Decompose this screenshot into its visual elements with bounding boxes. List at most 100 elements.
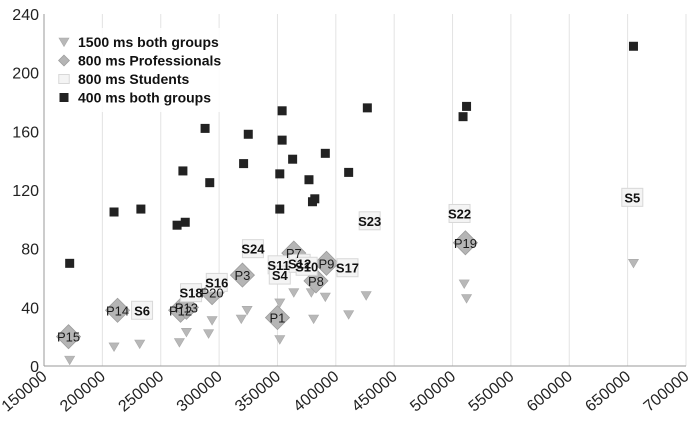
point-label: P3 (234, 268, 250, 283)
marker-square-open (131, 300, 154, 320)
point-label: S22 (448, 206, 471, 221)
y-tick-label: 0 (30, 359, 39, 376)
point-label: P12 (169, 303, 192, 318)
point-label: P13 (175, 300, 198, 315)
y-tick-label: 40 (21, 300, 39, 317)
marker-triangle (360, 291, 372, 301)
point-label: S23 (358, 214, 381, 229)
marker-square-filled (628, 41, 638, 51)
marker-diamond (452, 230, 478, 256)
marker-square-open (268, 265, 291, 285)
point-label: S17 (336, 261, 359, 276)
x-tick-label: 450000 (349, 368, 401, 415)
marker-square-open (358, 211, 381, 231)
marker-triangle (134, 339, 146, 350)
legend-label: 800 ms Students (78, 71, 189, 87)
point-label: S6 (134, 303, 150, 318)
marker-diamond (55, 324, 82, 350)
x-tick-label: 350000 (232, 368, 284, 415)
marker-square-filled (310, 194, 320, 204)
point-label: S10 (295, 259, 318, 274)
x-tick-label: 400000 (291, 368, 343, 415)
point-label: S5 (624, 190, 640, 205)
x-tick-label: 650000 (582, 368, 634, 415)
marker-square-open (205, 272, 228, 292)
marker-square-filled (458, 112, 468, 122)
marker-triangle (461, 294, 473, 304)
x-tick-label: 200000 (57, 368, 109, 415)
marker-triangle (288, 288, 300, 298)
marker-square-filled (275, 169, 285, 179)
point-label: S11 (267, 258, 289, 273)
marker-diamond (229, 262, 256, 288)
marker-square-filled (136, 204, 146, 214)
marker-triangle (274, 335, 286, 345)
marker-square-filled (320, 148, 330, 158)
marker-square-filled (275, 204, 285, 214)
marker-triangle (173, 338, 185, 348)
point-label: P15 (57, 330, 80, 345)
marker-square-open (241, 239, 264, 259)
marker-square-open (180, 283, 203, 303)
y-tick-label: 200 (12, 66, 39, 83)
legend-label: 1500 ms both groups (78, 34, 219, 50)
marker-triangle (458, 279, 470, 289)
marker-square-filled (172, 220, 182, 230)
y-tick-label: 120 (12, 183, 39, 200)
marker-square-open (295, 256, 318, 276)
marker-triangle (241, 305, 253, 316)
point-label: P8 (308, 274, 324, 289)
marker-square-filled (65, 258, 75, 268)
legend-label: 800 ms Professionals (78, 53, 221, 69)
x-tick-label: 300000 (174, 368, 226, 415)
marker-square-filled (109, 207, 119, 217)
legend-label: 400 ms both groups (78, 90, 211, 106)
x-tick-label: 700000 (641, 368, 693, 415)
marker-triangle (203, 329, 215, 339)
marker-square-filled (180, 217, 190, 227)
marker-triangle (64, 355, 76, 366)
marker-square-open (621, 187, 644, 207)
point-label: S4 (272, 268, 289, 283)
marker-triangle (58, 37, 70, 48)
marker-triangle (206, 316, 218, 326)
marker-square-open (448, 203, 471, 223)
marker-diamond (264, 305, 291, 331)
y-tick-label: 240 (12, 7, 39, 24)
marker-square-filled (288, 154, 298, 164)
point-label: P19 (454, 236, 477, 251)
marker-diamond (58, 54, 70, 67)
marker-square-filled (243, 129, 253, 139)
point-label: S18 (180, 286, 203, 301)
marker-square-filled (59, 93, 69, 102)
point-label: P14 (106, 303, 129, 318)
marker-triangle (308, 314, 320, 325)
x-tick-label: 500000 (407, 368, 459, 415)
marker-triangle (274, 298, 286, 309)
x-tick-label: 600000 (524, 368, 576, 415)
marker-square-filled (277, 135, 287, 145)
marker-square-filled (362, 103, 372, 113)
point-label: P9 (319, 256, 335, 271)
marker-square-filled (304, 175, 314, 185)
marker-triangle (180, 327, 192, 338)
data-points (55, 41, 644, 366)
point-label: P20 (201, 286, 224, 301)
y-tick-label: 160 (12, 124, 39, 141)
marker-square-filled (277, 106, 287, 116)
y-tick-label: 80 (21, 242, 39, 259)
marker-square-filled (205, 178, 215, 188)
point-label: S12 (288, 256, 311, 271)
marker-triangle (627, 259, 639, 269)
marker-triangle (319, 292, 331, 303)
legend: 1500 ms both groups 800 ms Professionals 8… (50, 28, 228, 112)
marker-triangle (235, 314, 247, 325)
marker-square-filled (462, 101, 472, 111)
x-tick-label: 150000 (0, 368, 51, 415)
marker-square-open (58, 74, 70, 84)
legend-background (50, 28, 228, 112)
marker-square-filled (239, 159, 249, 169)
point-label: S24 (241, 242, 265, 257)
marker-square-filled (344, 167, 354, 177)
axes (43, 14, 686, 367)
